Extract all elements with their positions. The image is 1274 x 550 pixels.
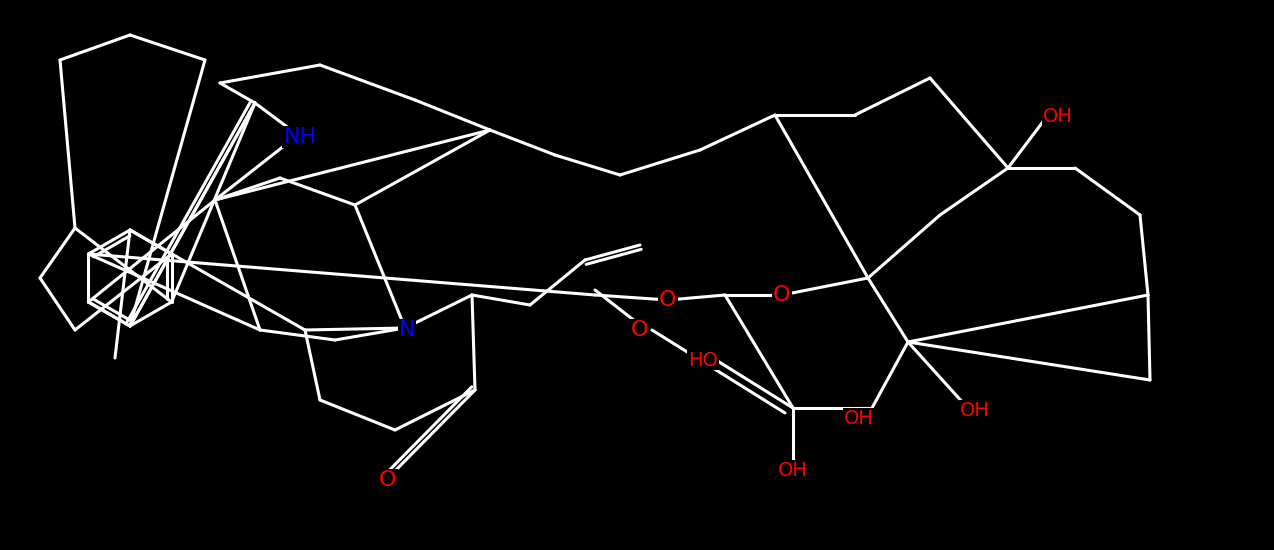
Text: O: O — [659, 290, 676, 310]
Text: OH: OH — [961, 400, 990, 420]
Text: N: N — [399, 320, 415, 340]
Text: NH: NH — [283, 127, 316, 147]
Text: O: O — [380, 470, 396, 490]
Text: O: O — [773, 285, 791, 305]
Text: OH: OH — [1043, 107, 1073, 126]
Text: HO: HO — [688, 350, 719, 370]
Text: OH: OH — [845, 409, 874, 427]
Text: OH: OH — [778, 460, 808, 480]
Text: O: O — [631, 320, 648, 340]
